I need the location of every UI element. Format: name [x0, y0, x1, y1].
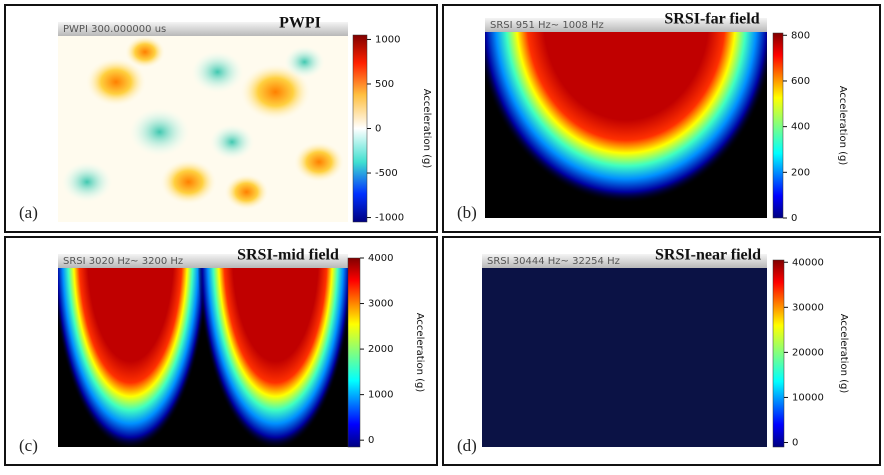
tick-label: 20000 [792, 347, 824, 358]
heatmap-lobe [197, 254, 348, 447]
panel-title: SRSI-near field [655, 247, 761, 264]
tick-label: 3000 [368, 299, 393, 310]
tick-label: -500 [375, 168, 398, 179]
tick-label: 200 [791, 167, 810, 178]
tick-label: 500 [375, 79, 394, 90]
panel-tag: (d) [457, 436, 477, 455]
panel-title: PWPI [279, 15, 321, 32]
panel-tag: (b) [457, 203, 477, 222]
colorbar-label: Acceleration (g) [837, 86, 848, 166]
tick-label: 1000 [368, 390, 393, 401]
tick-label: 2000 [368, 344, 393, 355]
heatmap [482, 254, 767, 447]
tick-label: 40000 [792, 257, 824, 268]
heatmap-bg [482, 254, 767, 447]
colorbar [352, 34, 368, 223]
header-text: SRSI 30444 Hz~ 32254 Hz [487, 256, 620, 267]
header-bar [485, 18, 767, 32]
panel-tag: (c) [19, 436, 38, 455]
panel-title: SRSI-mid field [237, 247, 339, 264]
panel-title: SRSI-far field [664, 11, 759, 28]
header-bar [58, 22, 348, 36]
colorbar [772, 32, 784, 219]
colorbar [772, 259, 785, 448]
tick-label: -1000 [375, 213, 404, 224]
colorbar-label: Acceleration (g) [414, 313, 425, 393]
tick-label: 0 [792, 437, 798, 448]
heatmap-spot [294, 142, 344, 182]
tick-label: 400 [791, 122, 810, 133]
tick-label: 10000 [792, 392, 824, 403]
tick-label: 0 [368, 435, 374, 446]
panel-tag: (a) [19, 203, 38, 222]
heatmap-spot [160, 159, 217, 205]
colorbar [347, 257, 361, 448]
heatmap-spot [129, 108, 190, 156]
tick-label: 600 [791, 76, 810, 87]
heatmap-spot [125, 36, 165, 68]
heatmap-lobe [485, 18, 767, 203]
heatmap-spot [86, 58, 146, 106]
tick-label: 0 [375, 124, 381, 135]
tick-label: 30000 [792, 302, 824, 313]
tick-label: 4000 [368, 253, 393, 264]
header-bar [58, 254, 348, 268]
heatmap [58, 22, 348, 222]
tick-label: 0 [791, 213, 797, 224]
colorbar-label: Acceleration (g) [838, 314, 849, 394]
heatmap-spot [210, 124, 254, 160]
heatmap-spot [284, 46, 325, 78]
heatmap-spot [62, 162, 112, 202]
header-text: PWPI 300.000000 us [63, 24, 166, 35]
heatmap [58, 254, 348, 447]
heatmap-spot [224, 174, 269, 210]
header-text: SRSI 3020 Hz~ 3200 Hz [63, 256, 183, 267]
heatmap-spot [240, 64, 311, 120]
header-bar [482, 254, 767, 268]
colorbar-label: Acceleration (g) [421, 89, 432, 169]
header-text: SRSI 951 Hz~ 1008 Hz [490, 20, 604, 31]
heatmap-lobe [58, 254, 209, 447]
tick-label: 1000 [375, 34, 400, 45]
tick-label: 800 [791, 30, 810, 41]
heatmap [485, 18, 767, 218]
heatmap-spot [191, 51, 244, 93]
